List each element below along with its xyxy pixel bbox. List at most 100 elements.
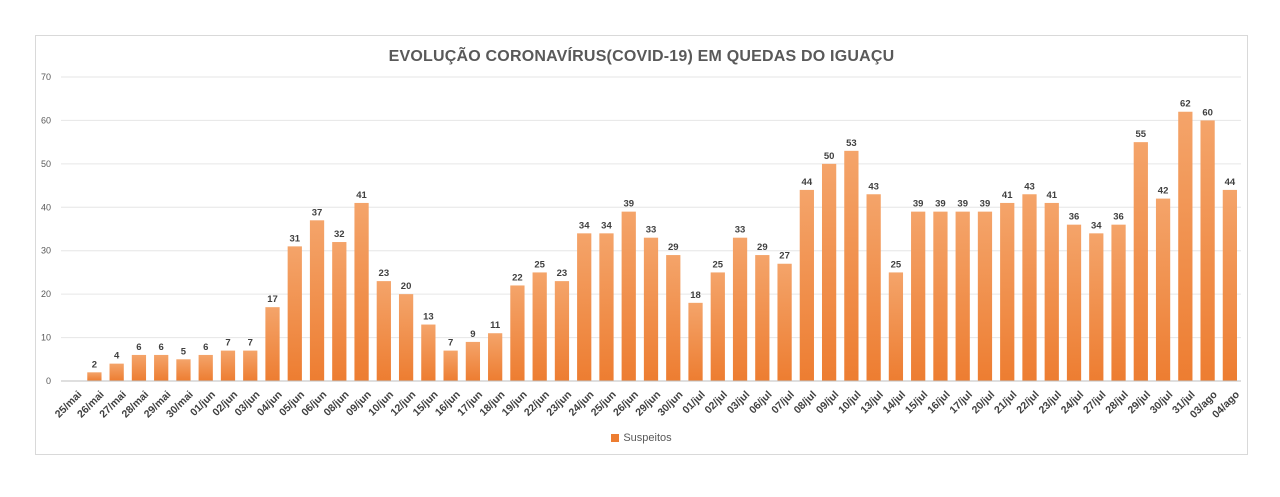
data-label-03/jul: 33: [735, 225, 746, 236]
bar-23/jun: [554, 281, 570, 381]
bar-22/jun: [532, 272, 547, 381]
data-label-30/mai: 5: [181, 346, 187, 357]
chart-svg: 2 4 6 6 5 6 7 7 17 31 37 32 41 23 20 13 7 9 11 22 25 23 34 34 39…: [41, 72, 1242, 421]
bar-29/jul: [1133, 142, 1148, 381]
data-label-26/jun: 39: [623, 199, 634, 210]
bar-29/jun: [643, 237, 659, 381]
bar-09/jun: [354, 202, 369, 381]
bar-03/ago: [1200, 120, 1215, 381]
bar-14/jul: [888, 272, 904, 381]
data-label-28/mai: 6: [136, 342, 141, 353]
data-label-09/jun: 41: [356, 190, 367, 201]
bar-26/mai: [87, 372, 102, 381]
data-label-07/jul: 27: [779, 251, 790, 262]
bar-08/jul: [799, 189, 814, 381]
x-tick-label: 24/jul: [1059, 389, 1087, 417]
x-tick-label: 14/jul: [881, 389, 909, 417]
x-tick-label: 30/jul: [1148, 389, 1176, 417]
y-tick-label: 0: [46, 376, 51, 386]
data-label-02/jun: 7: [225, 338, 230, 349]
x-tick-label: 03/jul: [725, 389, 753, 417]
data-label-16/jun: 7: [448, 338, 453, 349]
data-label-16/jul: 39: [935, 199, 946, 210]
bar-16/jun: [443, 350, 458, 381]
data-label-24/jun: 34: [579, 220, 590, 231]
bar-13/jul: [866, 194, 881, 381]
bar-02/jun: [220, 350, 236, 381]
bar-07/jul: [777, 263, 792, 381]
data-label-15/jul: 39: [913, 199, 924, 210]
legend: Suspeitos: [36, 432, 1247, 444]
bar-05/jun: [287, 246, 302, 381]
data-label-30/jul: 42: [1158, 186, 1169, 197]
bar-03/jun: [243, 350, 258, 381]
bar-28/mai: [131, 354, 147, 381]
x-tick-label: 13/jul: [858, 389, 886, 417]
data-label-12/jun: 20: [401, 281, 412, 292]
data-labels: 2 4 6 6 5 6 7 7 17 31 37 32 41 23 20 13 7 9 11 22 25 23 34 34 39…: [92, 99, 1236, 371]
x-tick-label: 27/jul: [1081, 389, 1109, 417]
bar-27/mai: [109, 363, 124, 381]
bar-24/jul: [1066, 224, 1082, 381]
y-tick-label: 20: [41, 289, 51, 299]
chart-title: EVOLUÇÃO CORONAVÍRUS(COVID-19) EM QUEDAS…: [388, 48, 895, 65]
bar-25/jun: [599, 233, 614, 381]
x-tick-label: 23/jul: [1036, 389, 1064, 417]
data-label-09/jul: 50: [824, 151, 835, 162]
x-tick-label: 01/jul: [680, 389, 708, 417]
x-tick-label: 15/jul: [903, 389, 931, 417]
y-tick-label: 60: [41, 115, 51, 125]
data-label-03/jun: 7: [248, 338, 253, 349]
bar-10/jul: [844, 150, 859, 381]
bar-15/jul: [911, 211, 926, 381]
bar-12/jun: [398, 294, 414, 381]
x-tick-label: 22/jul: [1014, 389, 1042, 417]
bar-30/mai: [176, 359, 191, 381]
bar-19/jun: [510, 285, 525, 381]
bar-15/jun: [421, 324, 436, 381]
x-tick-label: 06/jul: [747, 389, 775, 417]
data-label-22/jun: 25: [534, 259, 545, 270]
data-label-29/mai: 6: [159, 342, 164, 353]
y-tick-label: 40: [41, 202, 51, 212]
data-label-04/ago: 44: [1225, 177, 1236, 188]
data-label-27/mai: 4: [114, 351, 120, 362]
data-label-02/jul: 25: [713, 259, 724, 270]
bar-31/jul: [1178, 111, 1193, 381]
data-label-26/mai: 2: [92, 359, 97, 370]
data-label-03/ago: 60: [1202, 107, 1213, 118]
bar-17/jun: [465, 341, 481, 381]
data-label-29/jun: 33: [646, 225, 657, 236]
y-tick-label: 70: [41, 72, 51, 82]
data-label-14/jul: 25: [891, 259, 902, 270]
x-tick-label: 07/jul: [769, 389, 797, 417]
y-tick-label: 50: [41, 159, 51, 169]
bar-06/jul: [755, 255, 770, 381]
bar-01/jun: [198, 354, 213, 381]
data-label-15/jun: 13: [423, 312, 434, 323]
bar-30/jun: [666, 255, 681, 381]
bar-21/jul: [1000, 202, 1015, 381]
data-label-27/jul: 34: [1091, 220, 1102, 231]
data-label-01/jun: 6: [203, 342, 208, 353]
data-label-08/jun: 32: [334, 229, 345, 240]
bar-26/jun: [621, 211, 636, 381]
data-label-18/jun: 11: [490, 320, 501, 331]
bar-06/jun: [309, 220, 325, 381]
data-label-10/jul: 53: [846, 138, 857, 149]
bar-17/jul: [955, 211, 970, 381]
data-label-23/jun: 23: [557, 268, 568, 279]
bar-03/jul: [732, 237, 748, 381]
bar-20/jul: [977, 211, 993, 381]
data-label-01/jul: 18: [690, 290, 701, 301]
x-tick-label: 09/jul: [814, 389, 842, 417]
bar-29/mai: [154, 354, 169, 381]
bar-04/jun: [265, 307, 280, 381]
data-label-28/jul: 36: [1113, 212, 1124, 223]
x-tick-label: 20/jul: [970, 389, 998, 417]
bar-16/jul: [933, 211, 948, 381]
data-label-05/jun: 31: [289, 233, 300, 244]
data-label-25/jun: 34: [601, 220, 612, 231]
data-label-21/jul: 41: [1002, 190, 1013, 201]
data-label-30/jun: 29: [668, 242, 679, 253]
